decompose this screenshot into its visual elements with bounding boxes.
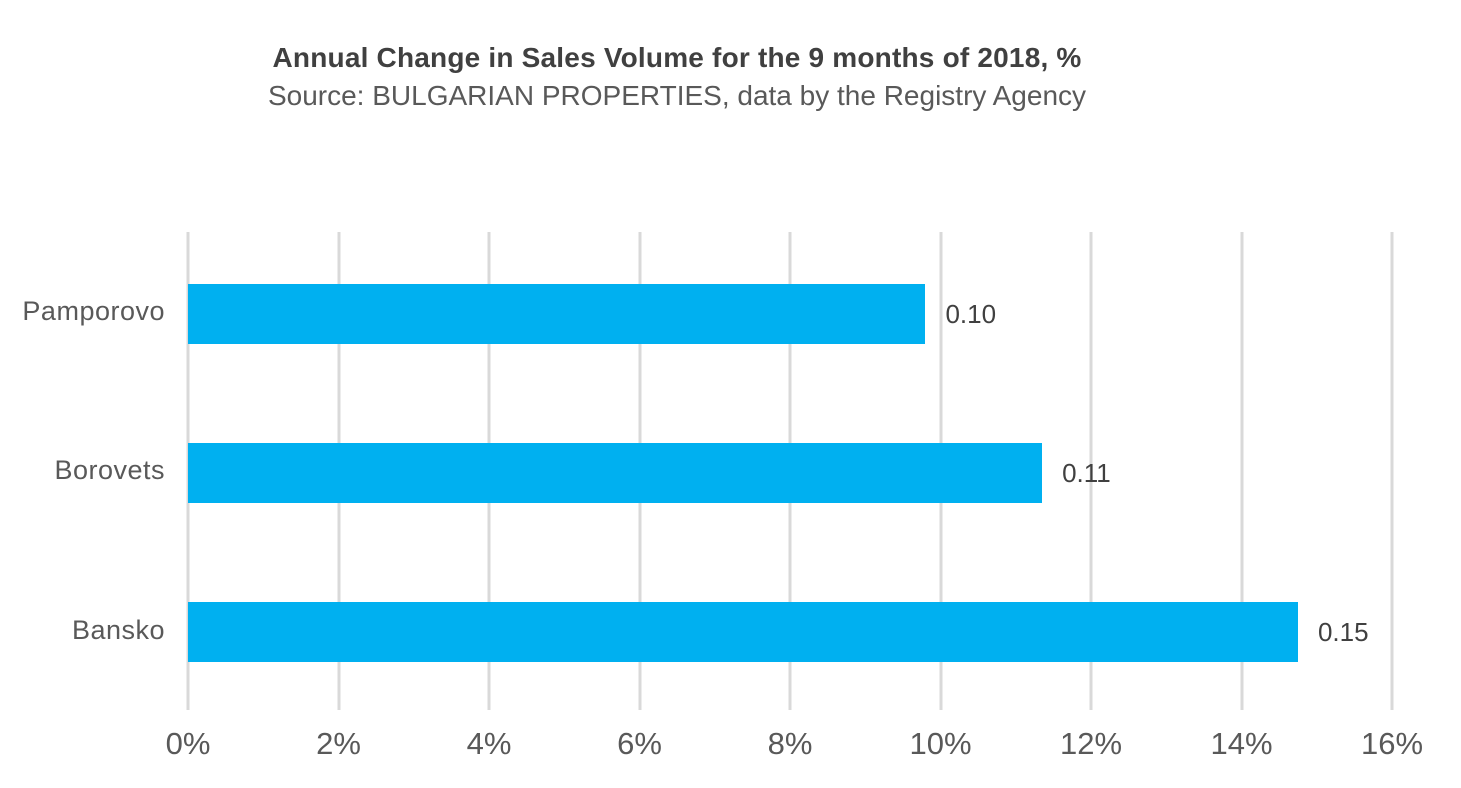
chart-subtitle: Source: BULGARIAN PROPERTIES, data by th… bbox=[267, 80, 1087, 111]
gridline bbox=[1390, 232, 1394, 710]
x-axis-tick-label: 6% bbox=[617, 726, 662, 761]
x-axis-tick-label: 14% bbox=[1210, 726, 1273, 761]
data-label-borovets: 0.11 bbox=[1062, 458, 1111, 488]
bar-bansko bbox=[188, 602, 1298, 663]
x-axis-tick-label: 8% bbox=[767, 726, 813, 761]
x-axis-tick-label: 2% bbox=[316, 726, 361, 761]
category-label-pamporovo: Pamporovo bbox=[22, 296, 165, 327]
bar-borovets bbox=[188, 443, 1043, 503]
chart-title: Annual Change in Sales Volume for the 9 … bbox=[272, 42, 1082, 73]
gridline bbox=[1240, 232, 1243, 710]
x-axis-tick-label: 0% bbox=[165, 726, 211, 761]
plot-area: 0.10 0.11 0.15 bbox=[186, 232, 1394, 710]
x-axis-tick-label: 16% bbox=[1360, 726, 1424, 761]
category-label-bansko: Bansko bbox=[71, 614, 165, 645]
x-axis-tick-label: 12% bbox=[1059, 726, 1123, 761]
x-axis-tick-label: 10% bbox=[909, 726, 972, 761]
value-axis: 0% 2% 4% 6% 8% 10% 12% 14% 16% bbox=[0, 726, 1461, 770]
data-label-pamporovo: 0.10 bbox=[945, 298, 997, 329]
category-label-borovets: Borovets bbox=[54, 455, 165, 486]
x-axis-tick-label: 4% bbox=[466, 726, 512, 761]
bar-pamporovo bbox=[188, 283, 926, 344]
data-label-bansko: 0.15 bbox=[1317, 617, 1369, 648]
category-axis: Pamporovo Borovets Bansko bbox=[0, 232, 165, 710]
gridline bbox=[1089, 232, 1093, 710]
